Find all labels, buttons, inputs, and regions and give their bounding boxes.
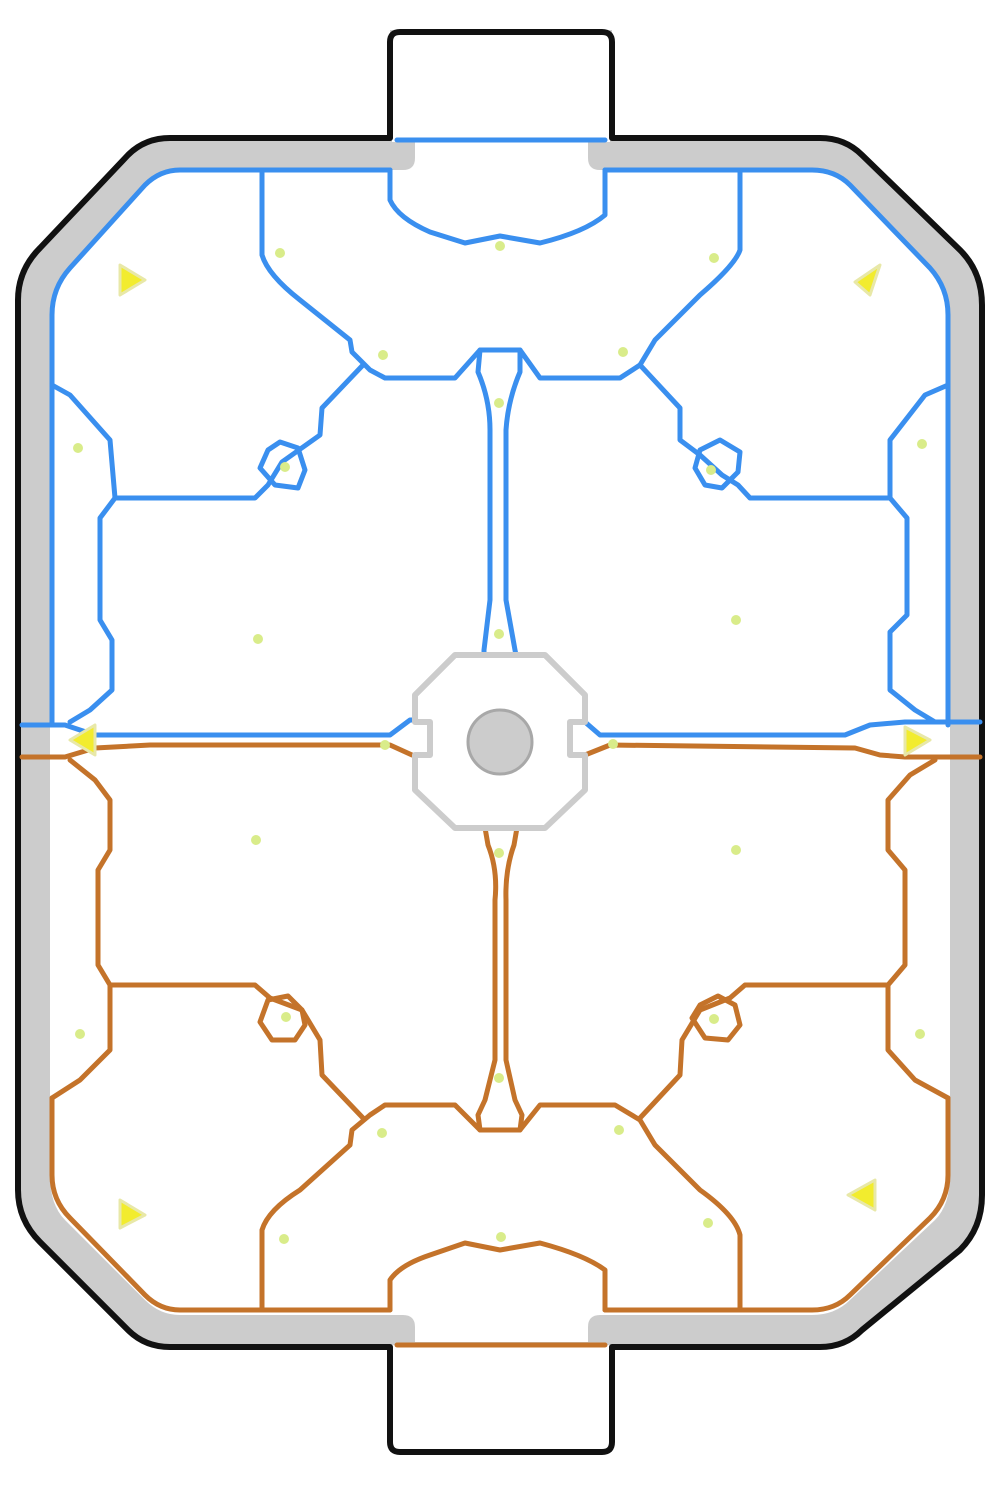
small-boost-icon [251,835,261,845]
small-boost-icon [494,629,504,639]
small-boost-icon [731,615,741,625]
small-boost-icon [281,1012,291,1022]
small-boost-icon [279,1234,289,1244]
small-boost-icon [495,241,505,251]
small-boost-icon [706,465,716,475]
center-kickoff [412,652,588,831]
small-boost-icon [75,1029,85,1039]
small-boost-icon [380,740,390,750]
arena-outline [15,29,985,1455]
small-boost-icon [618,347,628,357]
small-boost-pads [73,241,927,1244]
large-boost-icon [68,723,97,757]
orange-half-lines [19,742,983,1348]
small-boost-icon [731,845,741,855]
large-boost-icon [903,725,932,757]
large-boost-icon [846,1178,877,1212]
small-boost-icon [915,1029,925,1039]
small-boost-icon [703,1218,713,1228]
small-boost-icon [496,1232,506,1242]
small-boost-icon [709,1014,719,1024]
large-boost-icon [118,263,147,297]
small-boost-icon [377,1128,387,1138]
large-boost-icon [118,1198,147,1230]
small-boost-icon [494,848,504,858]
small-boost-icon [73,443,83,453]
large-boost-pads [68,263,932,1230]
small-boost-icon [280,462,290,472]
small-boost-icon [275,248,285,258]
small-boost-icon [494,398,504,408]
center-ball-icon [466,708,534,776]
small-boost-icon [614,1125,624,1135]
small-boost-icon [917,439,927,449]
small-boost-icon [253,634,263,644]
small-boost-icon [378,350,388,360]
blue-half-lines [19,137,983,738]
small-boost-icon [709,253,719,263]
large-boost-icon [853,263,882,297]
small-boost-icon [494,1073,504,1083]
small-boost-icon [608,739,618,749]
